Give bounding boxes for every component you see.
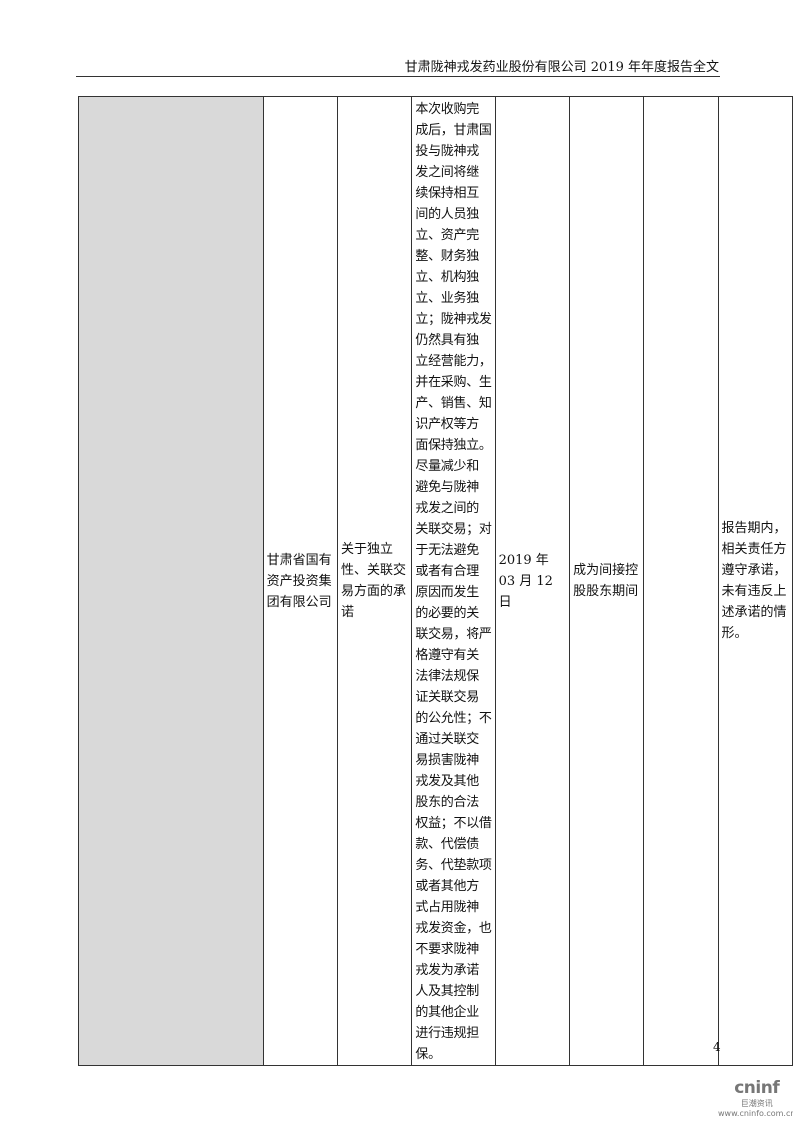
content-line: 款、代偿债 [415, 837, 479, 852]
content-line: 本次收购完 [415, 102, 479, 117]
content-line: 股东的合法 [415, 795, 479, 810]
cninf-logo: cninf 巨潮资讯 www.cninfo.com.cn [718, 1078, 793, 1118]
content-line: 整、财务独 [415, 249, 479, 264]
fulfillment-cell: 报告期内，相关责任方遵守承诺，未有违反上述承诺的情形。 [717, 96, 793, 1066]
content-line: 或者有合理 [415, 564, 479, 579]
content-line: 产、销售、知 [415, 396, 492, 411]
content-line: 证关联交易 [415, 690, 479, 705]
report-header: 甘肃陇神戎发药业股份有限公司 2019 年年度报告全文 [404, 60, 719, 75]
content-line: 并在采购、生 [415, 375, 492, 390]
table-row: 甘肃省国有资产投资集团有限公司 关于独立性、关联交易方面的承诺 本次收购完成后，… [78, 96, 793, 1066]
content-line: 的必要的关 [415, 606, 479, 621]
merged-category-cell [78, 96, 264, 1066]
content-line: 立；陇神戎发 [415, 312, 492, 327]
logo-cn: 巨潮资讯 [740, 1099, 773, 1108]
content-line: 人及其控制 [415, 984, 479, 999]
content-line: 仍然具有独 [415, 333, 479, 348]
page-number: 4 [713, 1040, 721, 1054]
logo-url: www.cninfo.com.cn [718, 1109, 793, 1118]
content-line: 面保持独立。 [415, 438, 492, 453]
commitment-type-cell: 关于独立性、关联交易方面的承诺 [336, 96, 413, 1066]
content-line: 尽量减少和 [415, 459, 479, 474]
commitment-party-cell: 甘肃省国有资产投资集团有限公司 [262, 96, 338, 1066]
content-line: 避免与陇神 [415, 480, 479, 495]
fulfillment-status-cell [643, 96, 719, 1066]
commitment-date-cell: 2019 年 03 月 12 日 [494, 96, 571, 1066]
content-line: 易损害陇神 [415, 753, 479, 768]
content-line: 法律法规保 [415, 669, 479, 684]
content-line: 关联交易；对 [415, 522, 492, 537]
content-line: 立、业务独 [415, 291, 479, 306]
content-line: 成后，甘肃国 [415, 123, 492, 138]
content-line: 戎发之间的 [415, 501, 479, 516]
content-line: 通过关联交 [415, 732, 479, 747]
content-line: 格遵守有关 [415, 648, 479, 663]
content-line: 原因而发生 [415, 585, 479, 600]
content-line: 戎发为承诺 [415, 963, 479, 978]
content-line: 保。 [415, 1047, 441, 1062]
content-line: 立经营能力， [415, 354, 492, 369]
header-divider [76, 76, 720, 77]
content-line: 的其他企业 [415, 1005, 479, 1020]
content-line: 的公允性；不 [415, 711, 492, 726]
logo-brand: cninf [734, 1078, 780, 1098]
content-line: 间的人员独 [415, 207, 479, 222]
content-line: 式占用陇神 [415, 900, 479, 915]
content-line: 联交易，将严 [415, 627, 492, 642]
content-line: 或者其他方 [415, 879, 479, 894]
content-line: 识产权等方 [415, 417, 479, 432]
commitment-term-cell: 成为间接控股股东期间 [569, 96, 645, 1066]
commitment-content-cell: 本次收购完成后，甘肃国 投与陇神戎发之间将继续保持相互间的人员独立、资产完整、财务… [411, 96, 496, 1066]
content-line: 投与陇神戎 [415, 144, 479, 159]
content-line: 立、机构独 [415, 270, 479, 285]
content-line: 于无法避免 [415, 543, 479, 558]
content-line: 不要求陇神 [415, 942, 479, 957]
content-line: 戎发资金，也 [415, 921, 492, 936]
content-line: 立、资产完 [415, 228, 479, 243]
content-line: 发之间将继 [415, 165, 479, 180]
content-line: 续保持相互 [415, 186, 479, 201]
content-line: 进行违规担 [415, 1026, 479, 1041]
content-line: 戎发及其他 [415, 774, 479, 789]
commitment-table: 甘肃省国有资产投资集团有限公司 关于独立性、关联交易方面的承诺 本次收购完成后，… [78, 96, 793, 1066]
content-line: 权益；不以借 [415, 816, 492, 831]
content-line: 务、代垫款项 [415, 858, 492, 873]
